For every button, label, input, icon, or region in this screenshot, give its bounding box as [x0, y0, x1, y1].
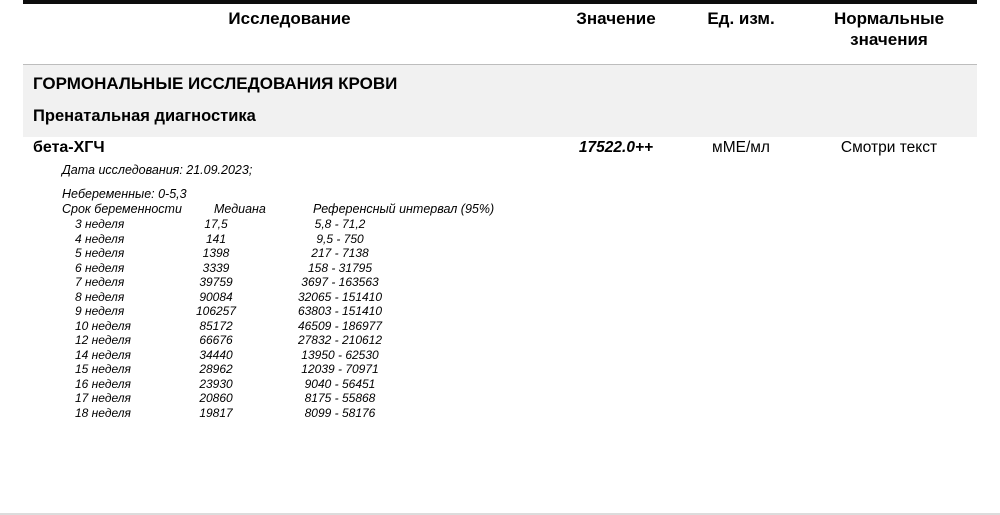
table-row: 7 неделя 39759 3697 - 163563	[75, 275, 512, 290]
table-row: 17 неделя 20860 8175 - 55868	[75, 391, 512, 406]
row-interval: 9,5 - 750	[316, 231, 364, 246]
row-interval: 9040 - 56451	[304, 376, 376, 391]
table-row: 10 неделя 85172 46509 - 186977	[75, 319, 512, 334]
row-median: 106257	[195, 304, 237, 318]
result-normal-values: Смотри текст	[840, 139, 938, 156]
row-term: 14 неделя	[75, 347, 131, 362]
row-interval: 13950 - 62530	[301, 347, 379, 362]
reference-table-rows: 3 неделя 17,5 5,8 - 71,2 4 неделя 141 9,…	[75, 217, 512, 420]
row-term: 8 неделя	[75, 289, 125, 304]
row-median: 141	[205, 231, 227, 246]
row-median: 19817	[199, 405, 233, 420]
section-band: ГОРМОНАЛЬНЫЕ ИССЛЕДОВАНИЯ КРОВИ Пренатал…	[23, 64, 977, 137]
row-interval: 158 - 31795	[307, 260, 373, 275]
column-header-unit: Ед. изм.	[707, 9, 775, 28]
top-rule	[23, 0, 977, 4]
row-interval: 46509 - 186977	[297, 318, 383, 333]
ref-col-term: Срок беременности	[62, 202, 182, 216]
table-row: 12 неделя 66676 27832 - 210612	[75, 333, 512, 348]
row-term: 16 неделя	[75, 376, 131, 391]
table-row: 18 неделя 19817 8099 - 58176	[75, 406, 512, 421]
table-row: 4 неделя 141 9,5 - 750	[75, 232, 512, 247]
row-median: 17,5	[204, 217, 228, 231]
row-interval: 32065 - 151410	[297, 289, 383, 304]
row-median: 3339	[202, 260, 230, 275]
row-term: 15 неделя	[75, 362, 131, 376]
left-margin	[0, 139, 23, 157]
row-median: 34440	[199, 347, 233, 362]
row-median: 90084	[199, 289, 233, 304]
result-row: бета-ХГЧ 17522.0++ мМЕ/мл Смотри текст	[0, 139, 1000, 157]
table-row: 9 неделя 106257 63803 - 151410	[75, 304, 512, 319]
row-term: 3 неделя	[75, 217, 125, 231]
ref-col-median: Медиана	[214, 202, 266, 216]
row-term: 6 неделя	[75, 260, 125, 275]
row-median: 1398	[202, 246, 230, 260]
bottom-rule	[0, 513, 1000, 515]
left-margin	[0, 8, 23, 50]
row-term: 7 неделя	[75, 275, 125, 289]
result-unit: мМЕ/мл	[712, 139, 770, 156]
row-interval: 217 - 7138	[311, 246, 369, 260]
row-term: 5 неделя	[75, 246, 125, 260]
row-interval: 3697 - 163563	[301, 275, 379, 289]
row-median: 20860	[199, 391, 233, 405]
row-median: 28962	[199, 362, 233, 376]
table-row: 15 неделя 28962 12039 - 70971	[75, 362, 512, 377]
row-term: 17 неделя	[75, 391, 131, 405]
row-term: 9 неделя	[75, 304, 125, 318]
table-row: 16 неделя 23930 9040 - 56451	[75, 377, 512, 392]
row-term: 10 неделя	[75, 318, 131, 333]
table-row: 14 неделя 34440 13950 - 62530	[75, 348, 512, 363]
ref-col-interval: Референсный интервал (95%)	[313, 202, 495, 216]
row-interval: 27832 - 210612	[297, 333, 383, 347]
result-value: 17522.0++	[578, 139, 654, 156]
row-median: 23930	[199, 376, 233, 391]
row-interval: 8099 - 58176	[304, 405, 376, 420]
column-header-normal: Нормальные значения	[833, 9, 945, 49]
reference-table-header: Срок беременности Медиана Референсный ин…	[62, 202, 512, 217]
section-title-prenatal-diagnostics: Пренатальная диагностика	[33, 107, 256, 125]
reference-table: Срок беременности Медиана Референсный ин…	[62, 202, 512, 420]
column-header-value: Значение	[576, 9, 656, 28]
column-header-row: Исследование Значение Ед. изм. Нормальны…	[0, 8, 1000, 50]
row-term: 4 неделя	[75, 231, 125, 246]
row-term: 12 неделя	[75, 333, 131, 347]
table-row: 8 неделя 90084 32065 - 151410	[75, 290, 512, 305]
row-interval: 8175 - 55868	[304, 391, 376, 405]
table-row: 3 неделя 17,5 5,8 - 71,2	[75, 217, 512, 232]
row-interval: 12039 - 70971	[301, 362, 379, 376]
column-header-study: Исследование	[228, 9, 351, 28]
non-pregnant-range: Небеременные: 0-5,3	[62, 187, 187, 201]
table-row: 6 неделя 3339 158 - 31795	[75, 261, 512, 276]
row-median: 85172	[199, 318, 233, 333]
row-interval: 63803 - 151410	[297, 304, 383, 318]
study-date: Дата исследования: 21.09.2023;	[62, 163, 253, 177]
row-term: 18 неделя	[75, 405, 131, 420]
result-test-name: бета-ХГЧ	[33, 139, 105, 156]
row-median: 39759	[199, 275, 233, 289]
row-median: 66676	[199, 333, 233, 347]
section-title-hormonal-blood-tests: ГОРМОНАЛЬНЫЕ ИССЛЕДОВАНИЯ КРОВИ	[33, 74, 398, 93]
row-interval: 5,8 - 71,2	[314, 217, 366, 231]
table-row: 5 неделя 1398 217 - 7138	[75, 246, 512, 261]
